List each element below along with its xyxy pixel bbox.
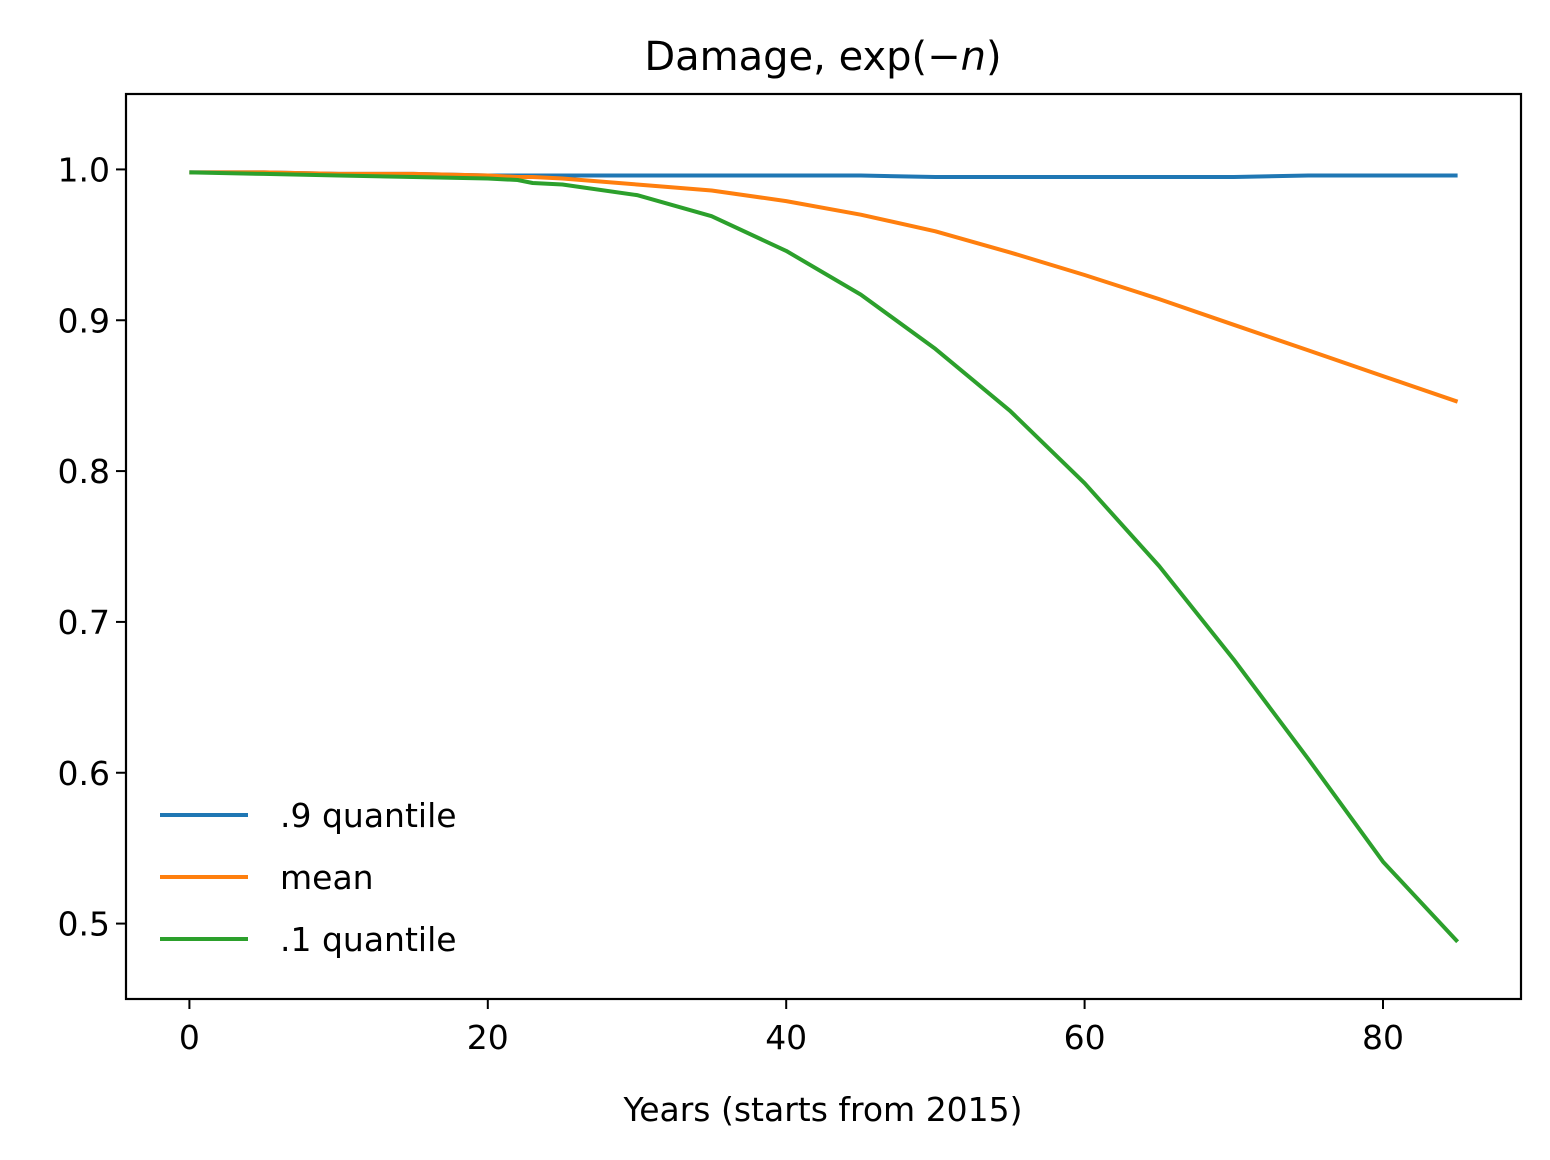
y-tick-label: 1.0 (58, 150, 110, 189)
axes-layer: 0 20 40 60 80 0.5 0.6 0.7 0.8 0.9 1.0 (58, 92, 1523, 1057)
series-line-2 (189, 170, 1460, 944)
x-tick-label: 80 (1362, 1018, 1404, 1057)
y-tick-label: 0.5 (58, 905, 110, 944)
chart-title: Damage, exp(−n) (644, 34, 1001, 80)
x-axis-label: Years (starts from 2015) (622, 1090, 1022, 1129)
x-tick-label: 0 (179, 1018, 200, 1057)
x-tick-label: 20 (467, 1018, 509, 1057)
legend: .9 quantile mean .1 quantile (160, 796, 457, 959)
x-tick-label: 40 (765, 1018, 807, 1057)
series-line-1 (189, 170, 1459, 404)
y-tick-label: 0.6 (58, 754, 110, 793)
legend-label-1: mean (280, 858, 374, 897)
y-tick-label: 0.8 (58, 452, 110, 491)
plot-area (126, 94, 1521, 999)
series-layer (189, 170, 1460, 944)
axes-frame (124, 92, 1523, 1001)
plot-background (126, 94, 1521, 999)
legend-label-0: .9 quantile (280, 796, 457, 835)
legend-label-2: .1 quantile (280, 920, 457, 959)
y-tick-label: 0.7 (58, 603, 110, 642)
x-tick-label: 60 (1064, 1018, 1106, 1057)
y-tick-label: 0.9 (58, 301, 110, 340)
